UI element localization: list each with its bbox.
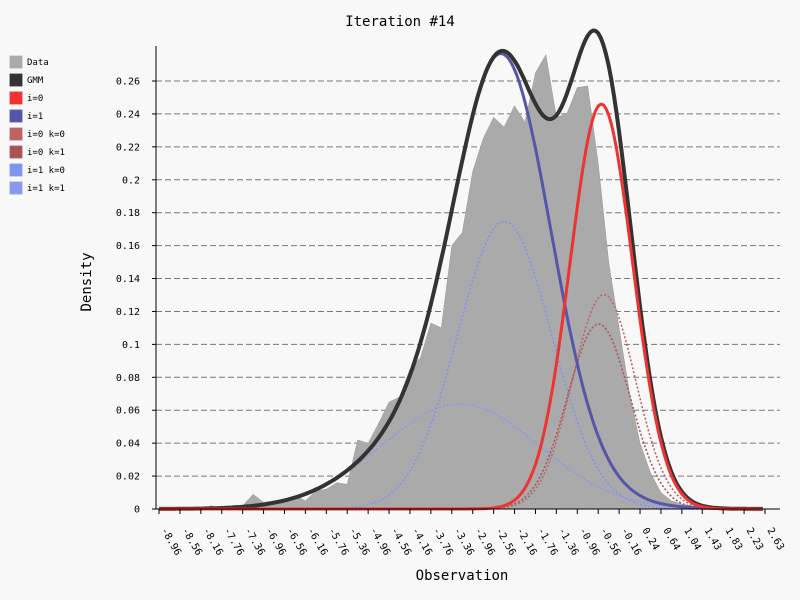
y-tick-label: 0 [134, 505, 140, 516]
legend-label: i=1 k=1 [27, 184, 65, 194]
chart-title: Iteration #14 [345, 14, 455, 30]
legend-label: GMM [27, 76, 44, 86]
y-tick-label: 0.12 [116, 307, 140, 318]
y-tick-label: 0.26 [116, 77, 140, 88]
y-tick-label: 0.24 [116, 109, 140, 120]
data-area-layer [158, 53, 765, 510]
legend-swatch [9, 73, 23, 87]
y-tick-label: 0.08 [116, 373, 140, 384]
legend-label: Data [27, 58, 49, 68]
y-tick-label: 0.02 [116, 472, 140, 483]
axes [155, 46, 780, 510]
x-tick-label: 1.43 [702, 526, 724, 552]
legend-swatch [9, 55, 23, 69]
y-tick-label: 0.14 [116, 274, 140, 285]
legend-label: i=0 k=0 [27, 130, 65, 140]
legend-swatch [9, 145, 23, 159]
x-tick-labels: -8.96-8.56-8.16-7.76-7.36-6.96-6.56-6.16… [158, 509, 786, 558]
legend-swatch [9, 181, 23, 195]
legend-swatch [9, 91, 23, 105]
x-tick-label: 1.04 [681, 526, 703, 552]
x-tick-label: 0.24 [639, 526, 661, 552]
y-tick-label: 0.16 [116, 241, 140, 252]
data-density-area [158, 53, 765, 510]
y-tick-label: 0.22 [116, 142, 140, 153]
legend-label: i=1 k=0 [27, 166, 65, 176]
legend-label: i=1 [27, 112, 43, 122]
legend-swatch [9, 109, 23, 123]
x-tick-label: 2.23 [743, 526, 765, 552]
legend: Data GMM i=0 i=1 i=0 k=0 i=0 k=1 i=1 k=0 i=1 k=… [9, 55, 65, 195]
y-tick-label: 0.04 [116, 439, 140, 450]
y-tick-label: 0.2 [122, 175, 140, 186]
y-tick-label: 0.18 [116, 208, 140, 219]
legend-label: i=0 [27, 94, 43, 104]
x-tick-label: 0.64 [660, 526, 682, 552]
x-tick-label: 1.83 [723, 526, 745, 552]
y-axis-label: Density [79, 252, 95, 311]
x-axis-label: Observation [416, 568, 509, 584]
y-tick-label: 0.1 [122, 340, 140, 351]
legend-swatch [9, 127, 23, 141]
y-tick-labels: 0 0.02 0.04 0.06 0.08 0.1 0.12 0.14 0.16 0.18 0.2 0… [116, 77, 156, 516]
y-tick-label: 0.06 [116, 406, 140, 417]
x-tick-label: 2.63 [764, 526, 786, 552]
legend-swatch [9, 163, 23, 177]
legend-label: i=0 k=1 [27, 148, 65, 158]
